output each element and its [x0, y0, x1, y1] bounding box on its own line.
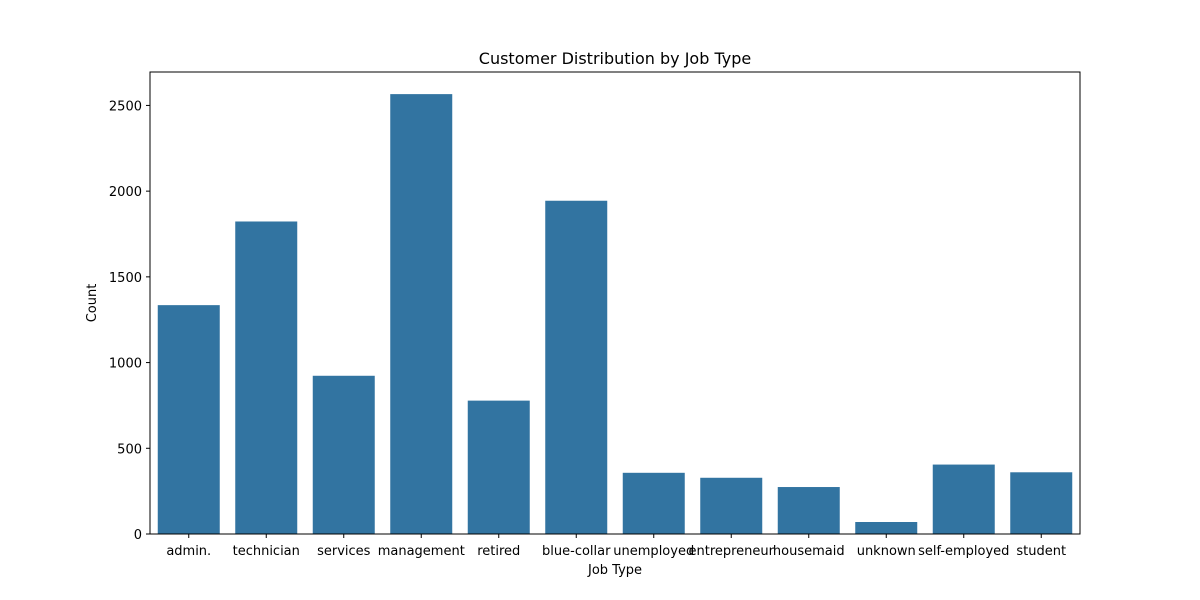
x-tick-label: blue-collar [542, 544, 611, 559]
bar-unknown [855, 522, 918, 534]
bar-management [390, 94, 453, 534]
bar-student [1010, 472, 1073, 534]
chart-title: Customer Distribution by Job Type [479, 49, 751, 68]
y-tick-label: 500 [117, 442, 142, 457]
x-tick-label: entrepreneur [688, 544, 774, 559]
bar-housemaid [777, 487, 840, 534]
x-tick-label: technician [233, 544, 300, 559]
bar-services [312, 375, 375, 534]
y-tick-label: 2500 [109, 99, 142, 114]
x-axis-ticks: admin. technician services management retire… [166, 534, 1066, 559]
bars-group [157, 94, 1073, 534]
bar-self-employed [932, 464, 995, 534]
y-axis-label: Count [85, 284, 100, 323]
bar-unemployed [622, 472, 685, 534]
x-tick-label: self-employed [918, 544, 1009, 559]
x-tick-label: unknown [857, 544, 916, 559]
y-tick-label: 2000 [109, 185, 142, 200]
bar-admin [157, 305, 220, 534]
plot-frame [149, 71, 1081, 535]
x-tick-label: student [1016, 544, 1066, 559]
x-tick-label: services [317, 544, 371, 559]
bar-blue-collar [545, 200, 608, 534]
y-axis-ticks: 0 500 1000 1500 2000 2500 [109, 99, 150, 543]
x-tick-label: management [378, 544, 465, 559]
bar-retired [467, 400, 530, 534]
x-tick-label: housemaid [773, 544, 845, 559]
y-tick-label: 1500 [109, 271, 142, 286]
bar-entrepreneur [700, 477, 763, 534]
x-tick-label: retired [477, 544, 520, 559]
x-tick-label: unemployed [613, 544, 694, 559]
y-tick-label: 0 [134, 528, 142, 543]
bar-technician [235, 221, 298, 534]
y-tick-label: 1000 [109, 357, 142, 372]
x-axis-label: Job Type [587, 563, 642, 578]
x-tick-label: admin. [166, 544, 211, 559]
